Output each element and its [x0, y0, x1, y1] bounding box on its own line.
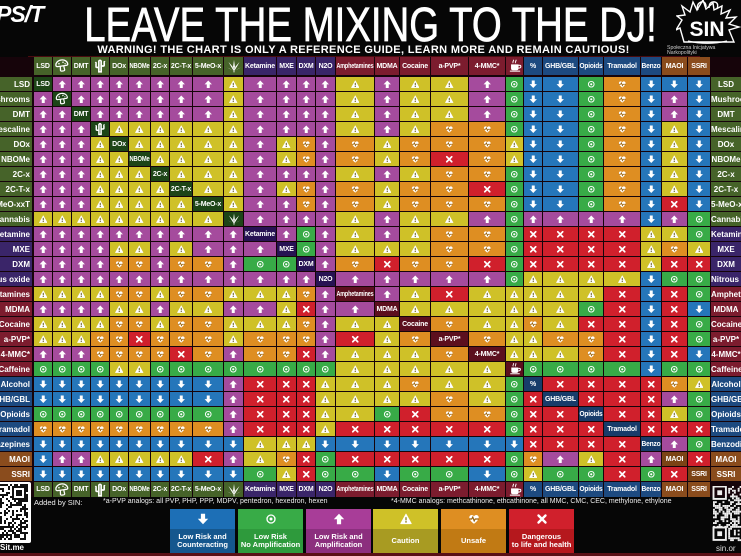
svg-text:SIN: SIN [689, 18, 724, 41]
